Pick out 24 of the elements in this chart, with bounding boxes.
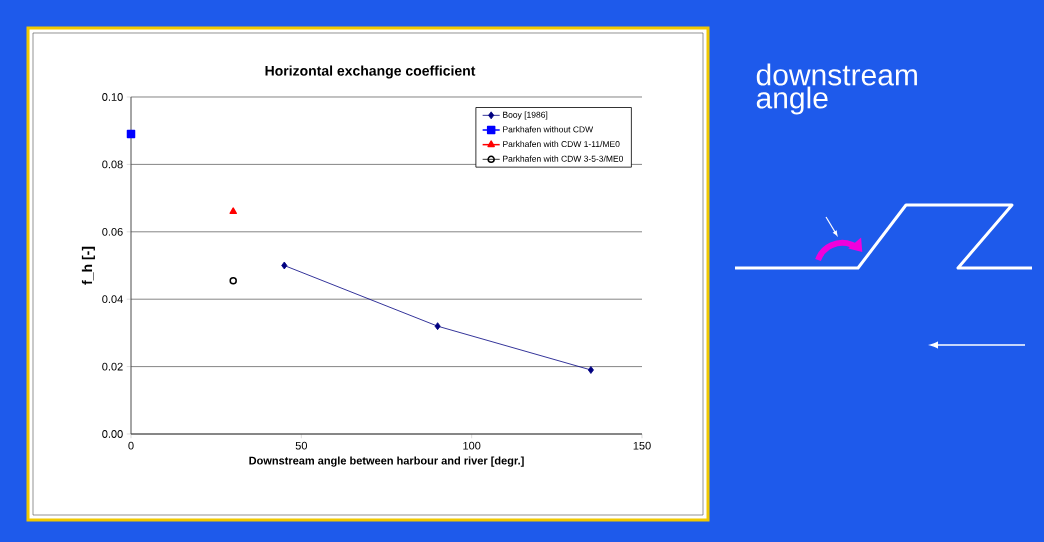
- legend-label: Parkhafen without CDW: [503, 126, 594, 133]
- x-tick-label: 50: [295, 441, 308, 450]
- y-tick-label: 0.06: [102, 227, 123, 236]
- legend-label: Parkhafen with CDW 3-5-3/ME0: [503, 155, 624, 162]
- y-tick-label: 0.00: [102, 430, 123, 438]
- x-axis-title: Downstream angle between harbour and river [degr.]: [249, 456, 524, 467]
- point: [434, 322, 441, 331]
- x-tick-label: 100: [463, 441, 481, 450]
- y-tick-label: 0.04: [102, 295, 123, 304]
- chart-title: Horizontal exchange coefficient: [265, 65, 476, 79]
- y-tick-label: 0.02: [102, 362, 123, 371]
- x-tick-label: 150: [633, 441, 651, 450]
- y-tick-label: 0.08: [102, 160, 123, 169]
- point: [587, 366, 594, 374]
- legend-label: Booy [1986]: [503, 111, 548, 120]
- y-tick-label: 0.10: [102, 93, 123, 101]
- x-tick-label: 0: [128, 441, 134, 450]
- point: [281, 261, 288, 270]
- y-axis-title: f_h [-]: [81, 246, 95, 285]
- text: downstream angle: [756, 63, 917, 115]
- point: [229, 207, 237, 215]
- point: [229, 276, 237, 285]
- point: [126, 129, 136, 139]
- legend-label: Parkhafen with CDW 1-11/ME0: [503, 140, 620, 148]
